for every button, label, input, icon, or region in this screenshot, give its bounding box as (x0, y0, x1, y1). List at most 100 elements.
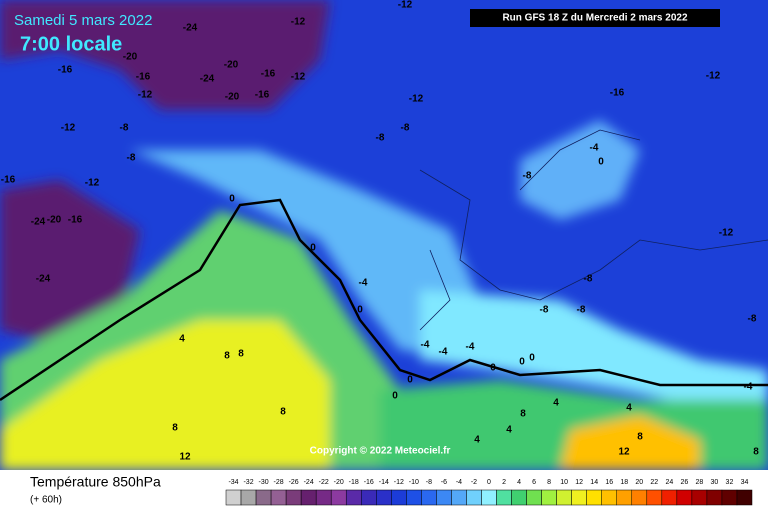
scale-swatch (391, 489, 407, 506)
contour-label: -16 (136, 72, 151, 83)
color-scale: -34 -32 -30 -28 -26 -24 -22 -20 -18 -16 -14 -12 -10-… (225, 479, 753, 506)
contour-label: -8 (540, 305, 549, 316)
scale-swatch (225, 489, 242, 506)
scale-tick-label: 24 (665, 479, 673, 486)
contour-label: 0 (229, 194, 235, 205)
contour-label: -16 (610, 88, 625, 99)
scale-swatch (586, 489, 602, 506)
scale-tick-label: -24 (304, 479, 314, 486)
contour-label: 8 (753, 447, 759, 458)
scale-swatch (436, 489, 452, 506)
contour-label: -20 (47, 215, 62, 226)
scale-tick-label: 18 (620, 479, 628, 486)
contour-label: -20 (224, 60, 239, 71)
contour-label: 0 (392, 391, 398, 402)
contour-label: -8 (401, 123, 410, 134)
scale-tick-label: 6 (532, 479, 536, 486)
scale-tick-label: -14 (379, 479, 389, 486)
contour-label: 8 (238, 349, 244, 360)
scale-tick-label: -8 (426, 479, 432, 486)
scale-swatch (481, 489, 497, 506)
contour-label: 0 (598, 157, 604, 168)
contour-label: 8 (280, 407, 286, 418)
contour-label: -16 (1, 175, 16, 186)
contour-label: -12 (291, 72, 306, 83)
contour-label: 0 (490, 363, 496, 374)
contour-label: -16 (261, 69, 276, 80)
scale-tick-label: 28 (696, 479, 704, 486)
scale-swatch (361, 489, 377, 506)
contour-label: 8 (520, 409, 526, 420)
contour-label: -12 (291, 17, 306, 28)
contour-label: -16 (68, 215, 83, 226)
contour-labels: -24-12-12-20-16 -24-20-16 -12-20 -16-16-12-… (1, 0, 759, 463)
scale-tick-label: 30 (711, 479, 719, 486)
scale-tick-label: 14 (590, 479, 598, 486)
scale-swatch (526, 489, 542, 506)
scale-tick-label: 34 (741, 479, 749, 486)
scale-tick-label: -16 (364, 479, 374, 486)
contour-label: 0 (529, 353, 535, 364)
scale-swatch (285, 489, 302, 506)
scale-swatch (661, 489, 678, 506)
contour-label: 0 (357, 305, 363, 316)
scale-swatch (676, 489, 693, 506)
scale-swatch (541, 489, 557, 506)
scale-swatch (616, 489, 633, 506)
scale-tick-label: 10 (560, 479, 568, 486)
scale-tick-label: -28 (274, 479, 284, 486)
scale-tick-label: 22 (650, 479, 658, 486)
contour-label: -12 (719, 228, 734, 239)
contour-label: 8 (224, 351, 230, 362)
contour-label: 12 (179, 452, 191, 463)
scale-tick-label: -22 (319, 479, 329, 486)
map-background (0, 0, 768, 470)
scale-tick-label: 16 (605, 479, 613, 486)
contour-label: -4 (439, 347, 448, 358)
contour-label: -20 (225, 92, 240, 103)
contour-label: 4 (553, 398, 559, 409)
scale-tick-label: -4 (456, 479, 462, 486)
contour-label: 4 (506, 425, 512, 436)
run-box (470, 9, 720, 27)
scale-swatch (646, 489, 663, 506)
scale-tick-label: -2 (471, 479, 477, 486)
contour-label: 0 (310, 243, 316, 254)
contour-label: -12 (409, 94, 424, 105)
scale-swatch (300, 489, 317, 506)
scale-swatch (496, 489, 512, 506)
contour-label: 0 (407, 375, 413, 386)
scale-tick-label: 32 (726, 479, 734, 486)
scale-tick-label: -34 (228, 479, 238, 486)
contour-label: -4 (590, 143, 599, 154)
scale-swatch (466, 489, 482, 506)
scale-tick-label: 0 (487, 479, 491, 486)
scale-tick-label: -10 (409, 479, 419, 486)
scale-swatch (345, 489, 362, 506)
contour-label: -8 (523, 171, 532, 182)
contour-label: 0 (519, 357, 525, 368)
contour-label: -8 (376, 133, 385, 144)
contour-label: -12 (398, 0, 413, 11)
contour-label: 8 (172, 423, 178, 434)
scale-tick-label: 4 (517, 479, 521, 486)
scale-swatch (376, 489, 392, 506)
scale-swatch (451, 489, 467, 506)
scale-tick-label: 8 (547, 479, 551, 486)
contour-label: 4 (626, 403, 632, 414)
scale-swatch (511, 489, 527, 506)
contour-label: -12 (85, 178, 100, 189)
scale-tick-label: 2 (502, 479, 506, 486)
scale-swatch (255, 489, 272, 506)
contour-label: -24 (183, 23, 198, 34)
scale-tick-label: -18 (349, 479, 359, 486)
scale-swatch (631, 489, 648, 506)
contour-label: 4 (179, 334, 185, 345)
contour-label: 12 (618, 447, 630, 458)
scale-swatch (601, 489, 617, 506)
scale-tick-label: -26 (289, 479, 299, 486)
run-info: Run GFS 18 Z du Mercredi 2 mars 2022 (502, 13, 688, 24)
contour-label: -4 (421, 340, 430, 351)
scale-tick-label: 26 (680, 479, 688, 486)
